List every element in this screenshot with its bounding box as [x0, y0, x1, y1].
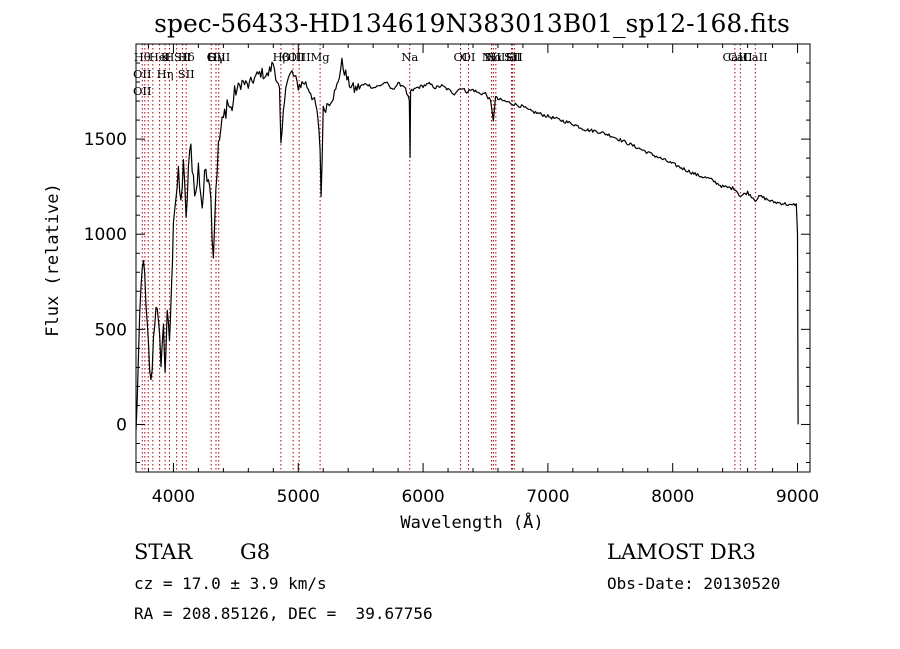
- line-marker-label: Hβ: [273, 50, 290, 64]
- line-marker-label: Hη: [157, 67, 174, 81]
- line-marker-label: NII: [486, 50, 505, 64]
- y-tick-label: 500: [95, 320, 127, 340]
- survey-name: LAMOST DR3: [607, 540, 756, 564]
- line-marker-label: K: [161, 50, 170, 64]
- x-tick-label: 7000: [526, 487, 569, 507]
- line-marker-label: CaII: [743, 50, 768, 64]
- line-marker-label: H: [164, 50, 174, 64]
- line-marker-label: OI: [454, 50, 468, 64]
- line-marker-label: OIII: [282, 50, 305, 64]
- line-marker-label: SII: [178, 67, 195, 81]
- line-marker-label: SII: [506, 50, 523, 64]
- spectrum-line: [135, 57, 799, 431]
- line-marker-label: Na: [401, 50, 418, 64]
- x-tick-label: 6000: [401, 487, 444, 507]
- line-marker-label: OI: [462, 50, 476, 64]
- line-marker-label: NII: [482, 50, 501, 64]
- y-tick-label: 1000: [84, 225, 127, 245]
- object-class: STAR: [134, 540, 193, 564]
- line-marker-label: OIII: [207, 50, 230, 64]
- line-marker-label: OIII: [288, 50, 311, 64]
- x-axis-ticks: 4000 5000 6000 7000 8000 9000: [147, 44, 819, 507]
- y-axis-label: Flux (relative): [43, 183, 63, 337]
- line-marker-label: HeI: [149, 50, 170, 64]
- y-tick-label: 1500: [84, 130, 127, 150]
- y-axis-ticks: 0 500 1000 1500: [84, 62, 810, 463]
- line-marker-label: Hθ: [134, 50, 151, 64]
- line-marker-label: OII: [133, 67, 152, 81]
- line-marker-label: SII: [174, 50, 191, 64]
- obs-date: Obs-Date: 20130520: [607, 574, 781, 593]
- line-marker-label: CaII: [722, 50, 747, 64]
- line-marker-label: SII: [504, 50, 521, 64]
- line-markers: [141, 44, 756, 472]
- chart-title: spec-56433-HD134619N383013B01_sp12-168.f…: [154, 9, 790, 38]
- x-axis-label: Wavelength (Å): [400, 511, 543, 533]
- redshift-readout: cz = 17.0 ± 3.9 km/s: [134, 574, 327, 593]
- x-tick-label: 8000: [651, 487, 694, 507]
- line-marker-label: Hα: [484, 50, 502, 64]
- object-subclass: G8: [240, 540, 271, 564]
- line-marker-label: CaII: [728, 50, 753, 64]
- plot-frame: [135, 43, 811, 473]
- x-tick-label: 9000: [776, 487, 819, 507]
- line-marker-label: Li: [506, 50, 518, 64]
- x-tick-label: 4000: [152, 487, 195, 507]
- x-tick-label: 5000: [277, 487, 320, 507]
- line-marker-label: G: [207, 50, 216, 64]
- coordinates: RA = 208.85126, DEC = 39.67756: [134, 604, 433, 623]
- line-marker-label: OII: [133, 84, 152, 98]
- spectrum-chart: spec-56433-HD134619N383013B01_sp12-168.f…: [43, 9, 819, 533]
- line-marker-label: Mg: [311, 50, 331, 64]
- line-marker-label: Hγ: [208, 50, 225, 64]
- line-marker-label: Hδ: [178, 50, 195, 64]
- y-tick-label: 0: [116, 415, 127, 435]
